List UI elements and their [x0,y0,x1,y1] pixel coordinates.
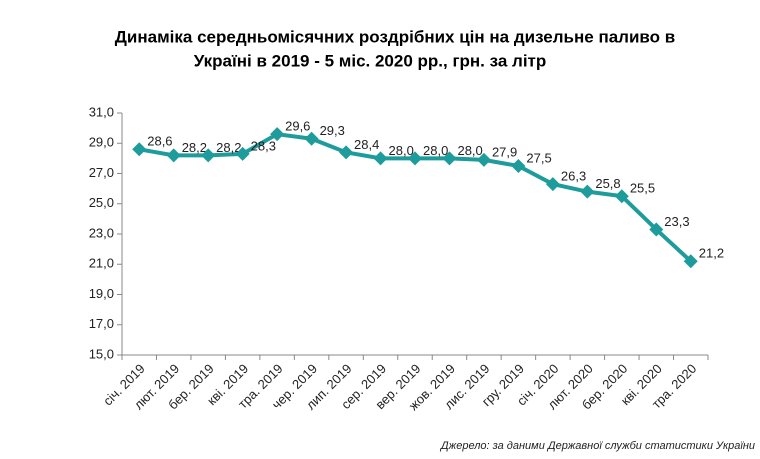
data-label: 26,3 [561,169,586,184]
data-label: 29,6 [285,119,310,134]
marker [373,151,388,166]
y-tick-label: 23,0 [89,225,114,240]
y-tick-label: 17,0 [89,316,114,331]
data-label: 28,2 [216,140,241,155]
marker [235,146,250,161]
marker [545,177,560,192]
data-label: 25,5 [630,181,655,196]
marker [166,148,181,163]
marker [511,158,526,173]
chart-title-line: Динаміка середньомісячних роздрібних цін… [115,27,675,46]
data-label: 21,2 [699,246,724,261]
data-label: 28,3 [251,138,276,153]
y-tick-label: 21,0 [89,256,114,271]
data-label: 28,0 [457,143,482,158]
marker [476,152,491,167]
chart-title-line: Україні в 2019 - 5 міс. 2020 рр., грн. з… [194,51,547,70]
data-label: 27,9 [492,144,517,159]
marker [614,189,629,204]
y-tick-label: 19,0 [89,286,114,301]
marker [683,254,698,269]
data-label: 28,0 [389,143,414,158]
y-tick-label: 27,0 [89,165,114,180]
data-label: 28,6 [147,134,172,149]
marker [408,151,422,166]
y-tick-label: 29,0 [89,135,114,150]
marker [201,148,216,163]
data-label: 27,5 [526,150,551,165]
data-label: 23,3 [664,214,689,229]
data-label: 28,0 [423,143,448,158]
marker [580,184,595,199]
marker [442,151,457,166]
source-note: Джерело: за даними Державної служби стат… [439,440,755,452]
data-label: 29,3 [320,123,345,138]
marker [649,222,664,237]
marker [270,127,285,142]
marker [339,145,354,160]
marker [304,131,319,146]
data-label: 25,8 [595,176,620,191]
y-tick-label: 31,0 [89,104,114,119]
data-label: 28,2 [182,140,207,155]
marker [132,142,147,157]
y-tick-label: 15,0 [89,346,114,361]
data-label: 28,4 [354,137,379,152]
y-tick-label: 25,0 [89,195,114,210]
